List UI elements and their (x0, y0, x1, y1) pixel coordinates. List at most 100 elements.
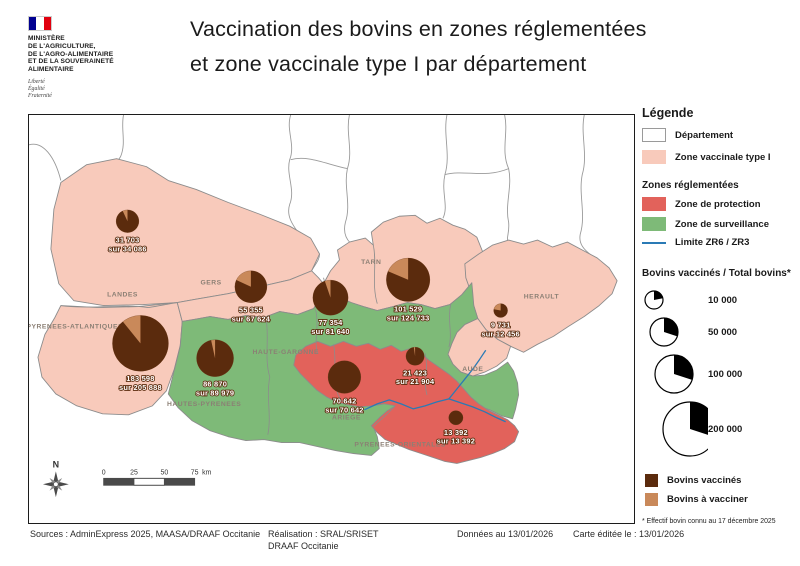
size-legend-circle (654, 354, 694, 394)
motto: Liberté Égalité Fraternité (28, 78, 52, 99)
departement-swatch (642, 128, 666, 142)
bovins-a-vacciner-swatch (645, 493, 658, 506)
department-label: PYRENEES-ATLANTIQUES (29, 323, 123, 330)
bovins-vaccines-swatch (645, 474, 658, 487)
pie-total-value: sur 12 456 (481, 329, 519, 338)
size-legend-value: 200 000 (708, 423, 743, 435)
pie-vaccinated-value: 9 731 (491, 320, 511, 329)
pie-total-value: sur 21 904 (396, 377, 435, 386)
limite-line-swatch (642, 241, 666, 244)
ministry-line: ALIMENTAIRE (28, 66, 74, 74)
legend-item-limite: Limite ZR6 / ZR3 (642, 237, 798, 248)
legend-footnote: * Effectif bovin connu au 17 décembre 20… (642, 518, 776, 525)
size-legend-row: 100 000 (642, 353, 798, 395)
size-legend-row: 10 000 (642, 289, 798, 311)
pie-total-value: sur 124 733 (387, 313, 430, 322)
pie-total-value: sur 34 086 (108, 244, 146, 253)
department-label: HAUTE-GARONNE (252, 349, 319, 356)
ministry-line: DE L'AGRICULTURE, (28, 42, 96, 50)
data-date-text: Données au 13/01/2026 (457, 529, 554, 539)
legend-panel: Légende Département Zone vaccinale type … (642, 106, 798, 525)
zone-vaccinale-swatch (642, 150, 666, 164)
size-legend-value: 50 000 (708, 326, 738, 338)
pie-vaccinated-value: 183 598 (126, 374, 154, 383)
department-label: ARIEGE (332, 415, 361, 422)
legend-item-bovins-vaccines: Bovins vaccinés (642, 474, 798, 487)
legend-item-zone-surveillance: Zone de surveillance (642, 217, 798, 231)
department-label: HAUTES-PYRENEES (167, 401, 241, 408)
department-label: HERAULT (524, 294, 560, 301)
white-department-borders (29, 115, 593, 257)
department-label: PYRENEES-ORIENTALES (354, 442, 446, 449)
ministry-line: DE L'AGRO-ALIMENTAIRE (28, 50, 114, 58)
legend-item-zone-protection: Zone de protection (642, 197, 798, 211)
realisation-text: Réalisation : SRAL/SRISET DRAAF Occitani… (268, 529, 379, 551)
size-legend-circle (644, 290, 664, 310)
zone-pink-landes (50, 158, 321, 307)
department-label: LANDES (107, 292, 138, 299)
size-legend-title: Bovins vaccinés / Total bovins* (642, 268, 791, 279)
pie-vaccinated-value: 101 529 (394, 304, 422, 313)
title-line-2: et zone vaccinale type I par département (190, 52, 587, 76)
pie-vaccinated-value: 13 392 (444, 428, 468, 437)
size-legend-circle (649, 317, 679, 347)
french-flag-icon (28, 16, 52, 31)
ministry-logo: MINISTÈRE DE L'AGRICULTURE, DE L'AGRO-AL… (28, 16, 178, 99)
department-labels: LANDES PYRENEES-ATLANTIQUES GERS HAUTES-PYR… (29, 259, 559, 449)
legend-item-bovins-a-vacciner: Bovins à vacciner (642, 493, 798, 506)
scalebar-tick: 25 (130, 469, 138, 476)
size-legend-circle (662, 401, 708, 457)
pie-vaccinated-value: 55 355 (239, 306, 263, 315)
department-borders (60, 244, 452, 435)
pie-total-value: sur 70 642 (325, 405, 363, 414)
department-label: GERS (201, 280, 222, 287)
ministry-line: MINISTÈRE (28, 35, 65, 42)
scalebar-tick: 50 (160, 469, 168, 476)
pie-total-value: sur 67 624 (232, 315, 271, 324)
legend-item-departement: Département (642, 128, 798, 142)
pie-total-value: sur 89 979 (196, 389, 234, 398)
pie-vaccinated-value: 70 642 (332, 396, 356, 405)
pie-vaccinated-value: 77 354 (319, 318, 344, 327)
legend-title: Légende (642, 106, 694, 120)
pie-vaccinated-value: 86 870 (203, 380, 227, 389)
edited-date-text: Carte éditée le : 13/01/2026 (573, 529, 685, 539)
legend-item-zone-vaccinale: Zone vaccinale type I (642, 150, 798, 164)
ministry-line: ET DE LA SOUVERAINETÉ (28, 58, 114, 66)
size-legend-value: 100 000 (708, 368, 743, 380)
zones-reglementees-header: Zones réglementées (642, 180, 739, 191)
scalebar-tick: 75 (191, 469, 199, 476)
department-label: AUDE (462, 366, 483, 373)
page-title: Vaccination des bovins en zones réglemen… (190, 12, 780, 82)
size-legend-value: 10 000 (708, 294, 738, 306)
limite-zr6-zr3-line (364, 349, 506, 423)
pie-total-value: sur 205 888 (119, 383, 162, 392)
scalebar-unit: km (202, 469, 211, 476)
pie-vaccinated-value: 31 703 (116, 236, 140, 245)
title-line-1: Vaccination des bovins en zones réglemen… (190, 17, 647, 41)
size-legend: 10 000 50 000 100 000 200 000 (642, 289, 798, 458)
zone-surveillance-swatch (642, 217, 666, 231)
size-legend-row: 50 000 (642, 316, 798, 348)
pie-total-value: sur 13 392 (437, 437, 475, 446)
compass-rose: N (42, 459, 69, 498)
occitanie-map: LANDES PYRENEES-ATLANTIQUES GERS HAUTES-PYR… (29, 115, 618, 498)
scalebar-tick: 0 (102, 469, 106, 476)
scale-bar: 0 25 50 75 km (102, 469, 212, 486)
pie-vaccinated-value: 21 423 (403, 368, 427, 377)
size-legend-row: 200 000 (642, 400, 798, 458)
map-frame: LANDES PYRENEES-ATLANTIQUES GERS HAUTES-PYR… (28, 114, 635, 524)
pie-total-value: sur 81 640 (311, 327, 349, 336)
